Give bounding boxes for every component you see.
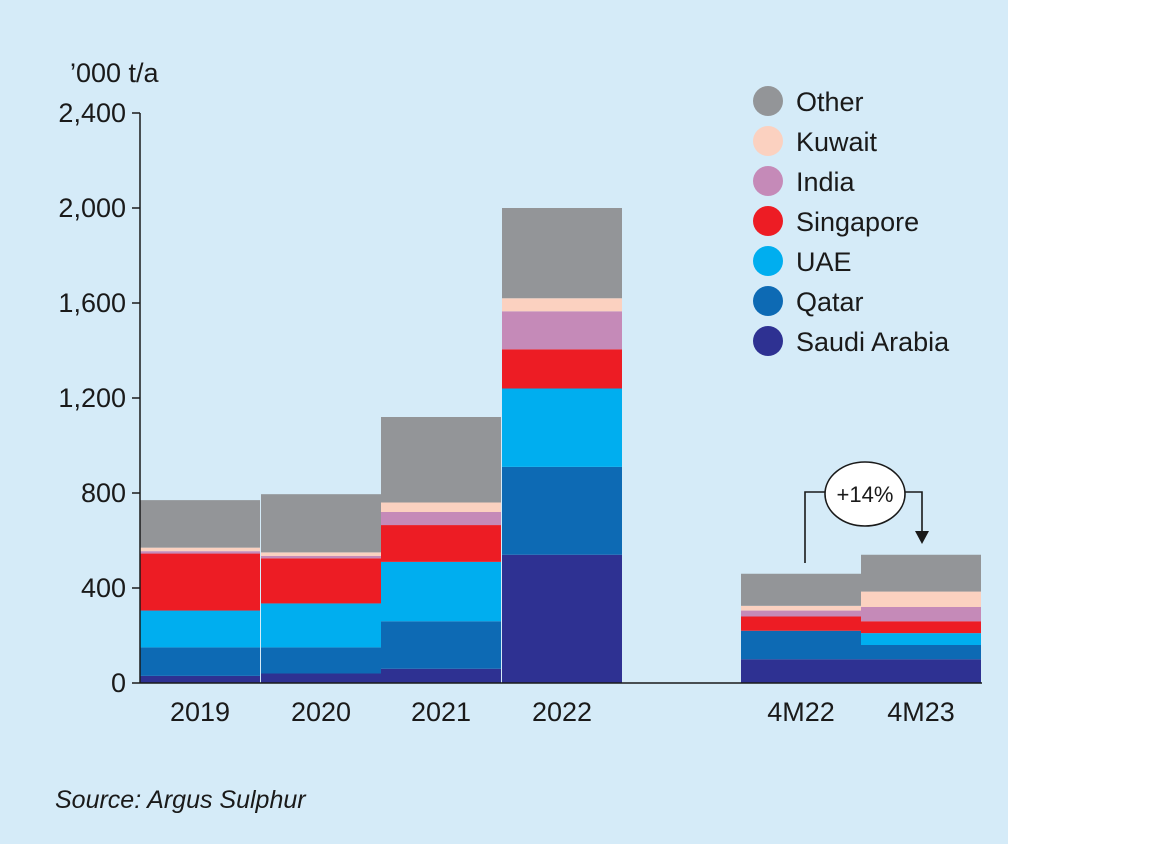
bar-segment-singapore-2019 bbox=[140, 553, 260, 611]
legend-label: Saudi Arabia bbox=[796, 327, 950, 357]
legend-label: Other bbox=[796, 87, 864, 117]
x-category-label: 2019 bbox=[170, 697, 230, 727]
bar-segment-kuwait-2021 bbox=[381, 502, 501, 512]
y-tick-label: 2,400 bbox=[58, 98, 126, 128]
bar-segment-kuwait-2022 bbox=[502, 298, 622, 312]
bar-segment-singapore-2022 bbox=[502, 349, 622, 389]
y-axis-unit-label: ’000 t/a bbox=[70, 58, 160, 88]
y-tick-label: 0 bbox=[111, 668, 126, 698]
legend-label: Kuwait bbox=[796, 127, 878, 157]
bar-segment-qatar-2022 bbox=[502, 466, 622, 555]
bar-segment-qatar-2019 bbox=[140, 647, 260, 676]
bar-segment-saudi-arabia-4m22 bbox=[741, 659, 861, 683]
bar-segment-other-4m22 bbox=[741, 573, 861, 606]
bar-segment-india-2022 bbox=[502, 311, 622, 350]
legend-label: Qatar bbox=[796, 287, 864, 317]
bar-segment-uae-2021 bbox=[381, 561, 501, 622]
axes bbox=[139, 113, 982, 684]
legend-swatch-uae bbox=[753, 246, 783, 276]
bar-segment-other-4m23 bbox=[861, 554, 981, 592]
y-tick-label: 1,600 bbox=[58, 288, 126, 318]
bar-segment-kuwait-2020 bbox=[261, 552, 381, 556]
bar-segment-singapore-2020 bbox=[261, 558, 381, 604]
legend-label: Singapore bbox=[796, 207, 919, 237]
legend-swatch-india bbox=[753, 166, 783, 196]
legend: Other Kuwait India Singapore UAE Qatar Saudi A… bbox=[753, 86, 950, 357]
bar-segment-uae-2019 bbox=[140, 610, 260, 648]
annotation-bracket-right bbox=[905, 491, 923, 534]
x-category-label: 2022 bbox=[532, 697, 592, 727]
bar-segment-singapore-4m23 bbox=[861, 621, 981, 634]
bar-segment-kuwait-4m22 bbox=[741, 605, 861, 611]
bar-segment-india-2020 bbox=[261, 555, 381, 559]
legend-swatch-qatar bbox=[753, 286, 783, 316]
legend-swatch-singapore bbox=[753, 206, 783, 236]
x-category-label: 2020 bbox=[291, 697, 351, 727]
y-tick-label: 2,000 bbox=[58, 193, 126, 223]
y-tick-label: 800 bbox=[81, 478, 126, 508]
legend-label: UAE bbox=[796, 247, 852, 277]
bar-segment-saudi-arabia-2020 bbox=[261, 673, 381, 683]
bar-segment-qatar-2021 bbox=[381, 621, 501, 669]
y-axis-ticks: 0 400 800 1,200 1,600 2,000 2,400 bbox=[58, 98, 140, 698]
bar-segment-kuwait-4m23 bbox=[861, 591, 981, 607]
bar-segment-other-2020 bbox=[261, 494, 381, 553]
annotation-bracket-left bbox=[804, 491, 826, 563]
x-axis-labels: 2019 2020 2021 2022 4M22 4M23 bbox=[170, 697, 955, 727]
x-category-label: 2021 bbox=[411, 697, 471, 727]
legend-swatch-saudi-arabia bbox=[753, 326, 783, 356]
bar-segment-india-2019 bbox=[140, 551, 260, 554]
y-tick-label: 400 bbox=[81, 573, 126, 603]
bar-segment-other-2022 bbox=[502, 208, 622, 299]
bar-segment-saudi-arabia-2019 bbox=[140, 675, 260, 683]
y-tick-label: 1,200 bbox=[58, 383, 126, 413]
annotation-arrowhead bbox=[915, 531, 929, 544]
bar-segment-singapore-4m22 bbox=[741, 616, 861, 631]
bar-segment-saudi-arabia-4m23 bbox=[861, 659, 981, 683]
bar-segment-saudi-arabia-2021 bbox=[381, 668, 501, 683]
x-category-label: 4M23 bbox=[887, 697, 955, 727]
bar-segment-qatar-2020 bbox=[261, 647, 381, 674]
bar-segment-india-4m22 bbox=[741, 610, 861, 617]
legend-label: India bbox=[796, 167, 856, 197]
bar-segment-saudi-arabia-2022 bbox=[502, 554, 622, 683]
bar-segment-india-2021 bbox=[381, 512, 501, 526]
annotation-label: +14% bbox=[837, 482, 894, 507]
chart-panel: ’000 t/a 0 400 800 1,200 1,600 2,000 2,400 201… bbox=[0, 0, 1008, 844]
bar-segment-india-4m23 bbox=[861, 607, 981, 622]
source-note: Source: Argus Sulphur bbox=[55, 786, 306, 814]
annotation-bubble bbox=[824, 461, 906, 527]
bar-segment-other-2021 bbox=[381, 417, 501, 503]
bar-segment-uae-4m23 bbox=[861, 633, 981, 645]
bar-segment-other-2019 bbox=[140, 500, 260, 548]
bar-segment-uae-2022 bbox=[502, 388, 622, 467]
stacked-bar-chart: ’000 t/a 0 400 800 1,200 1,600 2,000 2,400 201… bbox=[58, 58, 982, 727]
x-category-label: 4M22 bbox=[767, 697, 835, 727]
legend-swatch-kuwait bbox=[753, 126, 783, 156]
bar-segment-qatar-4m23 bbox=[861, 645, 981, 660]
bar-segment-kuwait-2019 bbox=[140, 547, 260, 552]
legend-swatch-other bbox=[753, 86, 783, 116]
bar-segment-uae-2020 bbox=[261, 603, 381, 648]
growth-annotation: +14% bbox=[804, 461, 929, 563]
bar-segment-qatar-4m22 bbox=[741, 630, 861, 660]
bar-segment-singapore-2021 bbox=[381, 525, 501, 562]
bars bbox=[140, 208, 981, 683]
